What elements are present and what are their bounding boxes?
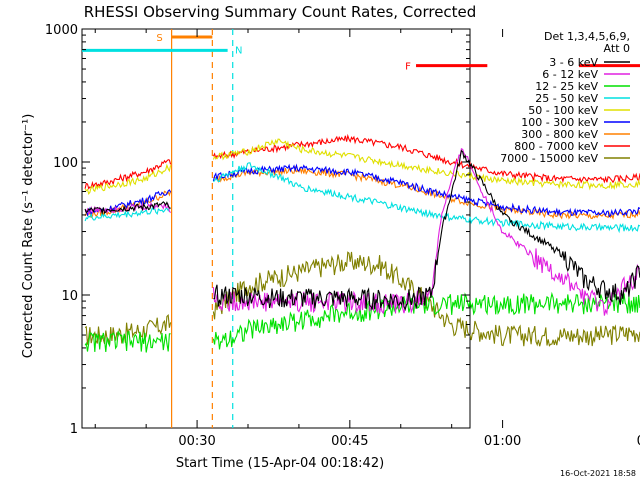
- plot-area: [81, 28, 471, 429]
- y-tick-label: 1: [70, 422, 78, 437]
- observing-markers: S N F: [82, 29, 640, 428]
- annotation-label: F: [405, 62, 411, 73]
- y-axis-label: Corrected Count Rate (s⁻¹ detector⁻¹): [21, 114, 36, 359]
- series-layer: [84, 133, 640, 353]
- y-tick-label: 100: [53, 156, 78, 171]
- series-line: [84, 291, 640, 353]
- x-tick-label: 01:15: [637, 434, 640, 449]
- legend-label: 7000 - 15000 keV: [500, 152, 598, 165]
- x-tick-label: 00:45: [331, 434, 368, 449]
- x-tick-label: 01:00: [484, 434, 521, 449]
- plot-frame: [81, 28, 471, 429]
- legend-label: 25 - 50 keV: [535, 92, 598, 105]
- annotation-label: N: [235, 45, 242, 56]
- annotation-label: S: [156, 33, 162, 44]
- legend-label: 3 - 6 keV: [549, 56, 598, 69]
- legend-label: 300 - 800 keV: [521, 128, 598, 141]
- y-tick-label: 1000: [45, 23, 78, 38]
- chart-title: RHESSI Observing Summary Count Rates, Co…: [84, 3, 477, 21]
- legend-label: 100 - 300 keV: [521, 116, 598, 129]
- legend-label: 6 - 12 keV: [542, 68, 598, 81]
- x-axis-label: Start Time (15-Apr-04 00:18:42): [176, 456, 384, 471]
- series-line: [84, 138, 640, 196]
- legend-label: 800 - 7000 keV: [514, 140, 598, 153]
- generated-timestamp: 16-Oct-2021 18:58: [560, 469, 636, 478]
- series-line: [84, 163, 640, 218]
- y-tick-label: 10: [61, 289, 78, 304]
- legend-header: Det 1,3,4,5,6,9,: [544, 30, 630, 43]
- legend-label: 12 - 25 keV: [535, 80, 598, 93]
- series-line: [84, 149, 640, 312]
- series-line: [84, 133, 640, 190]
- legend-header: Att 0: [604, 42, 630, 55]
- legend-label: 50 - 100 keV: [528, 104, 598, 117]
- x-tick-label: 00:30: [178, 434, 215, 449]
